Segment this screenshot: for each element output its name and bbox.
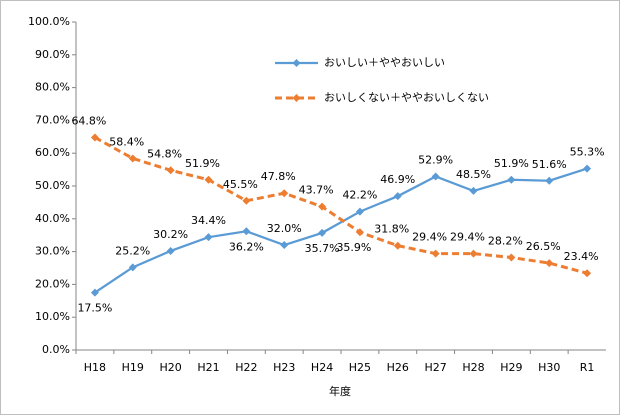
data-point	[355, 228, 364, 237]
data-point	[583, 164, 592, 173]
data-point	[393, 192, 402, 201]
legend-marker	[292, 59, 301, 67]
data-point	[204, 233, 213, 242]
data-label: 51.9%	[494, 157, 529, 170]
y-tick-label: 60.0%	[35, 146, 70, 159]
data-label: 55.3%	[570, 146, 605, 159]
data-label: 35.7%	[305, 242, 340, 255]
data-label: 51.9%	[185, 157, 220, 170]
x-tick-label: H29	[500, 361, 522, 374]
data-label: 47.8%	[261, 170, 296, 183]
data-label: 54.8%	[147, 147, 182, 160]
data-point	[583, 269, 592, 278]
data-label: 25.2%	[115, 244, 150, 257]
series-line	[94, 136, 588, 275]
data-point	[318, 202, 327, 211]
x-tick-label: H22	[235, 361, 257, 374]
data-label: 36.2%	[229, 240, 264, 253]
x-tick-label: H20	[160, 361, 182, 374]
y-tick-label: 0.0%	[42, 343, 70, 356]
data-label: 28.2%	[488, 235, 523, 248]
x-tick-label: H21	[197, 361, 219, 374]
data-label: 52.9%	[418, 153, 453, 166]
data-point	[545, 176, 554, 185]
x-tick-label: H25	[349, 361, 371, 374]
data-point	[90, 133, 99, 142]
data-point	[318, 228, 327, 237]
x-tick-label: R1	[580, 361, 595, 374]
x-tick-label: H30	[538, 361, 560, 374]
y-tick-label: 40.0%	[35, 212, 70, 225]
x-tick-label: H24	[311, 361, 333, 374]
data-label: 43.7%	[299, 184, 334, 197]
data-label: 31.8%	[374, 223, 409, 236]
data-label: 34.4%	[191, 214, 226, 227]
data-point	[469, 186, 478, 195]
data-point	[280, 189, 289, 198]
y-tick-label: 20.0%	[35, 277, 70, 290]
data-point	[166, 166, 175, 175]
x-tick-label: H28	[462, 361, 484, 374]
data-label: 26.5%	[526, 240, 561, 253]
y-tick-label: 10.0%	[35, 310, 70, 323]
x-tick-label: H26	[387, 361, 409, 374]
series-line	[94, 167, 588, 294]
data-point	[128, 263, 137, 272]
y-tick-label: 100.0%	[28, 15, 70, 28]
data-point	[242, 196, 251, 205]
x-axis-title: 年度	[329, 384, 351, 398]
data-point	[469, 249, 478, 258]
data-label: 32.0%	[267, 222, 302, 235]
data-label: 30.2%	[153, 228, 188, 241]
x-tick-label: H19	[122, 361, 144, 374]
legend-label: おいしくない＋ややおいしくない	[324, 91, 489, 104]
legend-marker	[292, 94, 301, 102]
data-point	[166, 246, 175, 255]
data-point	[393, 241, 402, 250]
data-point	[507, 253, 516, 262]
y-tick-label: 30.0%	[35, 245, 70, 258]
x-tick-label: H18	[84, 361, 106, 374]
data-point	[507, 175, 516, 184]
data-label: 29.4%	[450, 231, 485, 244]
data-point	[431, 172, 440, 181]
data-point	[431, 249, 440, 258]
data-point	[545, 259, 554, 268]
data-point	[355, 207, 364, 216]
data-label: 42.2%	[342, 189, 377, 202]
data-label: 17.5%	[77, 302, 112, 315]
data-label: 48.5%	[456, 168, 491, 181]
data-label: 35.9%	[336, 241, 371, 254]
data-label: 51.6%	[532, 158, 567, 171]
y-tick-label: 50.0%	[35, 179, 70, 192]
y-tick-label: 80.0%	[35, 81, 70, 94]
x-tick-label: H23	[273, 361, 295, 374]
data-label: 45.5%	[223, 178, 258, 191]
data-label: 46.9%	[380, 173, 415, 186]
data-point	[204, 175, 213, 184]
x-tick-label: H27	[425, 361, 447, 374]
data-point	[90, 288, 99, 297]
data-label: 64.8%	[71, 114, 106, 127]
data-point	[242, 227, 251, 236]
data-label: 29.4%	[412, 231, 447, 244]
y-tick-label: 90.0%	[35, 48, 70, 61]
data-point	[128, 154, 137, 163]
y-tick-label: 70.0%	[35, 113, 70, 126]
legend-label: おいしい＋ややおいしい	[324, 56, 445, 69]
data-label: 58.4%	[109, 135, 144, 148]
data-label: 23.4%	[564, 250, 599, 263]
data-point	[280, 241, 289, 250]
